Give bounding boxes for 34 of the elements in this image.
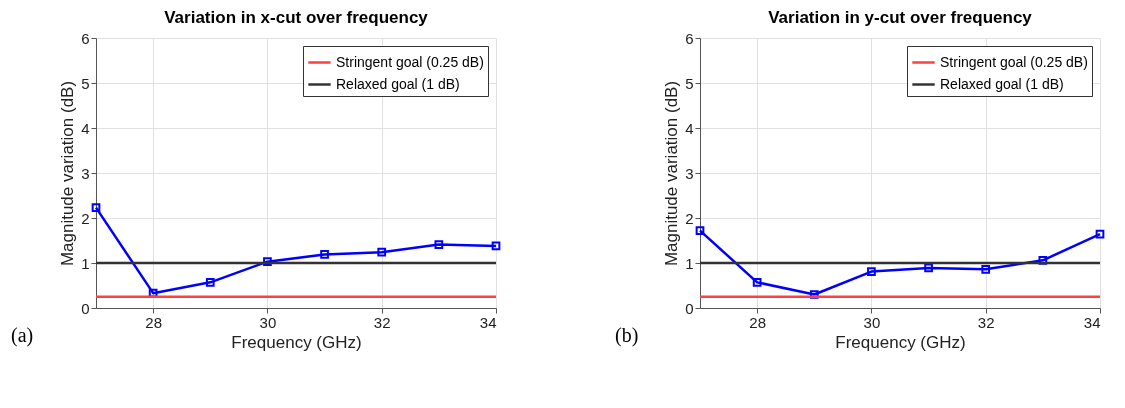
x-tick-label: 34	[479, 313, 497, 331]
x-tick-label: 34	[1083, 313, 1101, 331]
x-tick-label: 30	[863, 313, 881, 331]
x-axis-title: Frequency (GHz)	[231, 332, 362, 352]
text: (b)	[615, 324, 639, 347]
x-tick-label: 32	[977, 313, 995, 331]
x-tick-label: 28	[749, 313, 766, 331]
text: (a)	[11, 324, 34, 347]
y-tick-label: 4	[685, 119, 694, 137]
y-tick-label: 2	[81, 209, 90, 227]
legend-label: Stringent goal (0.25 dB)	[336, 53, 484, 70]
y-tick-label: 6	[81, 29, 90, 47]
legend-label: Relaxed goal (1 dB)	[336, 75, 460, 92]
y-tick-label: 5	[81, 74, 90, 92]
y-tick-label: 1	[685, 254, 694, 272]
y-tick-label: 1	[81, 254, 90, 272]
y-tick-label: 0	[81, 299, 90, 317]
y-tick-label: 0	[685, 299, 694, 317]
x-tick-label: 28	[145, 313, 162, 331]
y-tick-label: 3	[81, 164, 90, 182]
legend-label: Relaxed goal (1 dB)	[940, 75, 1064, 92]
y-tick-label: 3	[685, 164, 694, 182]
y-axis-title: Magnitude variation (dB)	[662, 80, 682, 267]
y-tick-label: 6	[685, 29, 694, 47]
x-tick-label: 30	[259, 313, 277, 331]
chart-title: Variation in x-cut over frequency	[164, 8, 429, 27]
chart-title: Variation in y-cut over frequency	[768, 8, 1033, 27]
y-tick-label: 5	[685, 74, 694, 92]
y-tick-label: 2	[685, 209, 694, 227]
legend-label: Stringent goal (0.25 dB)	[940, 53, 1088, 70]
y-axis-title: Magnitude variation (dB)	[58, 80, 78, 267]
x-axis-title: Frequency (GHz)	[835, 332, 966, 352]
y-tick-label: 4	[81, 119, 90, 137]
x-tick-label: 32	[373, 313, 391, 331]
